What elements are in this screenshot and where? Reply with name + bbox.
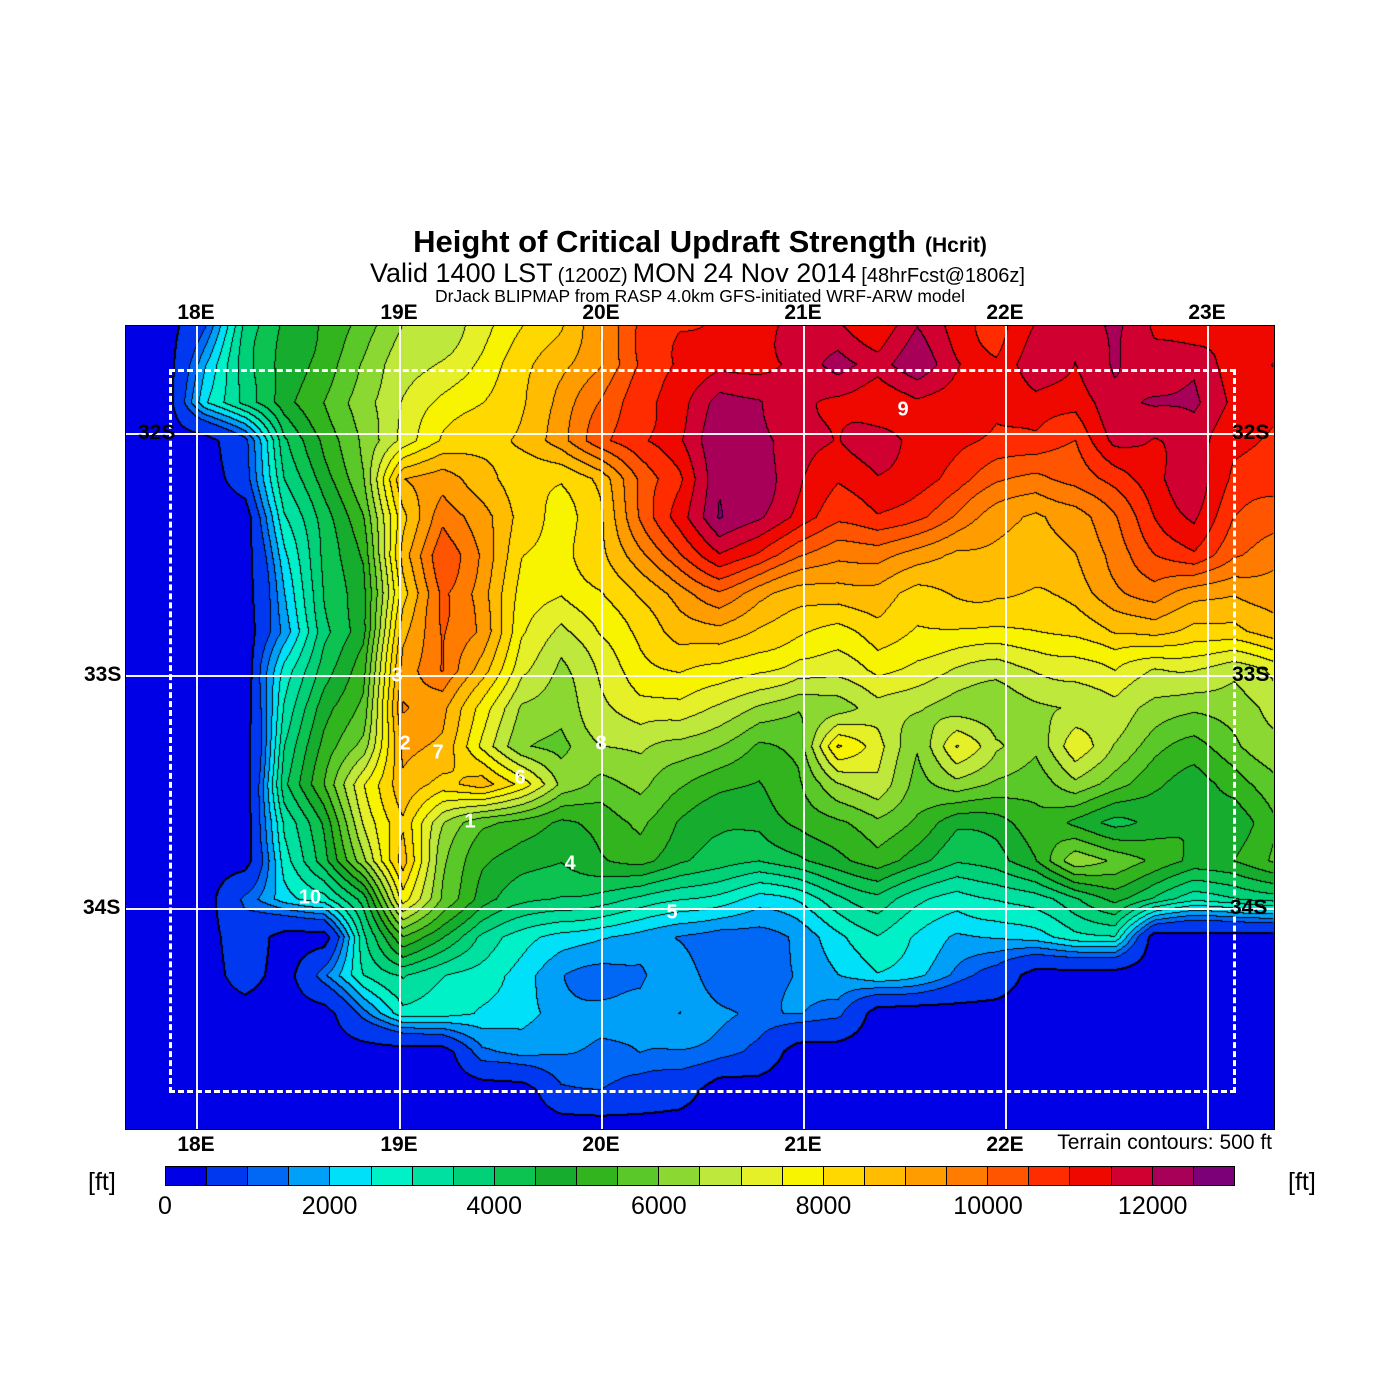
colorbar-tick-label: 4000 [466,1192,523,1220]
lon-tick-top: 22E [986,301,1024,324]
lon-tick-bottom: 21E [784,1133,822,1156]
forecast-map-frame [125,325,1275,1130]
hcrit-heatmap-canvas [126,326,1274,1129]
model-domain-boundary [169,369,1236,1093]
latitude-gridline [126,675,1274,677]
height-colorbar [165,1166,1235,1186]
colorbar-cell [453,1167,495,1185]
colorbar-cell [618,1167,660,1185]
lat-tick-right: 32S [1232,421,1270,444]
colorbar-cell [782,1167,824,1185]
waypoint-label: 3 [391,664,403,687]
waypoint-label: 6 [514,766,526,789]
waypoint-label: 8 [595,732,607,755]
lon-tick-top: 23E [1188,301,1226,324]
colorbar-cell [166,1167,208,1185]
lon-tick-top: 18E [177,301,215,324]
waypoint-label: 1 [464,810,476,833]
colorbar-cell [1193,1167,1234,1185]
colorbar-tick-label: 6000 [631,1192,687,1220]
valid-zulu: (1200Z) [557,265,628,287]
colorbar-tick-label: 0 [158,1192,172,1220]
colorbar-cell [330,1167,372,1185]
colorbar-cell [577,1167,619,1185]
longitude-gridline [601,326,603,1129]
colorbar-cell [207,1167,249,1185]
longitude-gridline [399,326,401,1129]
colorbar-cell [371,1167,413,1185]
colorbar-cell [905,1167,948,1185]
lon-tick-bottom: 20E [582,1133,620,1156]
terrain-contours-note: Terrain contours: 500 ft [1057,1131,1272,1154]
colorbar-cell [535,1167,578,1185]
lat-tick-right: 33S [1232,663,1270,686]
colorbar-cell [947,1167,989,1185]
colorbar-cell [988,1167,1030,1185]
colorbar-cell [864,1167,906,1185]
lon-tick-bottom: 22E [986,1133,1024,1156]
lat-tick-left: 32S [138,421,176,444]
colorbar-cell [1152,1167,1194,1185]
latitude-gridline [126,433,1274,435]
lon-tick-bottom: 18E [177,1133,215,1156]
waypoint-label: 10 [298,886,322,909]
lat-tick-left: 33S [84,663,122,686]
colorbar-cell [700,1167,742,1185]
colorbar-cell [289,1167,331,1185]
longitude-gridline [803,326,805,1129]
colorbar-cell [823,1167,865,1185]
colorbar-cell [659,1167,701,1185]
colorbar-unit-right: [ft] [1288,1168,1316,1196]
valid-time-line: Valid 1400 LST (1200Z) MON 24 Nov 2014 [48h… [0,258,1400,289]
longitude-gridline [1005,326,1007,1129]
title-text: Height of Critical Updraft Strength [413,224,917,259]
colorbar-tick-label: 2000 [301,1192,358,1220]
waypoint-label: 5 [666,901,678,924]
model-line: DrJack BLIPMAP from RASP 4.0km GFS-initi… [435,286,965,306]
waypoint-label: 9 [897,398,909,421]
colorbar-unit-left: [ft] [88,1168,116,1196]
colorbar-cell [1070,1167,1112,1185]
lon-tick-top: 20E [582,301,620,324]
valid-date: MON 24 Nov 2014 [632,258,857,288]
lon-tick-bottom: 19E [380,1133,418,1156]
longitude-gridline [1207,326,1209,1129]
title-suffix: (Hcrit) [925,234,987,257]
colorbar-cell [248,1167,290,1185]
colorbar-cell [494,1167,536,1185]
colorbar-tick-label: 8000 [795,1192,852,1220]
lon-tick-top: 21E [784,301,822,324]
lat-tick-left: 34S [83,896,121,919]
latitude-gridline [126,908,1274,910]
lat-tick-right: 34S [1230,896,1268,919]
colorbar-tick-label: 12000 [1117,1192,1188,1220]
colorbar-cell [412,1167,454,1185]
waypoint-label: 4 [564,852,576,875]
page-title: Height of Critical Updraft Strength (Hcri… [0,224,1400,260]
forecast-cycle: [48hrFcst@1806z] [861,265,1025,287]
colorbar-cell [1111,1167,1153,1185]
lon-tick-top: 19E [380,301,418,324]
colorbar-tick-label: 10000 [953,1192,1023,1220]
waypoint-label: 2 [399,732,411,755]
colorbar-cell [1029,1167,1071,1185]
waypoint-label: 7 [432,741,444,764]
valid-time: Valid 1400 LST [370,258,553,288]
colorbar-cell [741,1167,783,1185]
longitude-gridline [196,326,198,1129]
